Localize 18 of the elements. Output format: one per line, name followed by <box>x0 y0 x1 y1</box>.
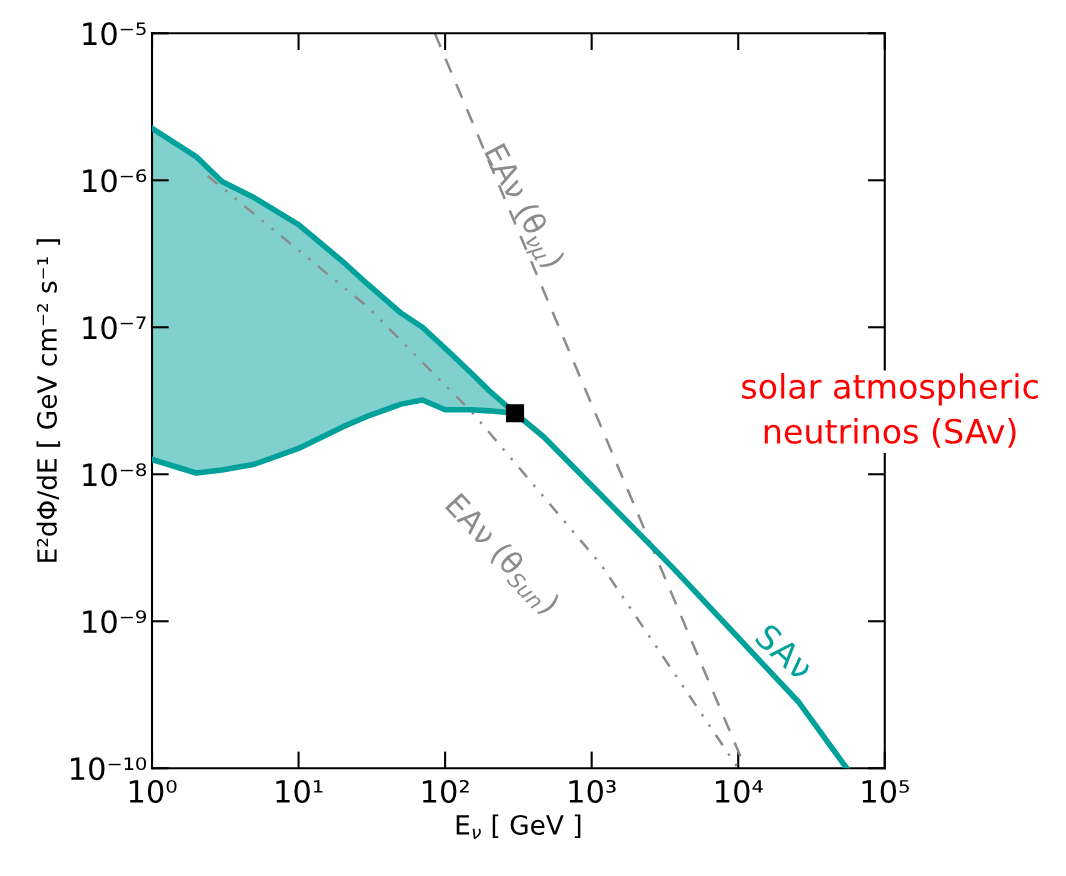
y-axis-title: E²dΦ/dE [ GeV cm⁻² s⁻¹ ] <box>36 239 61 562</box>
x-tick-label: 10² <box>422 779 469 804</box>
x-tick-label: 10⁰ <box>129 779 177 804</box>
y-tick-label: 10⁻⁹ <box>83 610 147 634</box>
y-tick-label: 10⁻⁷ <box>83 316 146 340</box>
text: EAν (θ$_{νμ}$) <box>476 142 567 274</box>
x-tick-label: 10³ <box>569 779 616 804</box>
x-tick-label: 10⁵ <box>862 779 909 804</box>
y-tick-label: 10⁻⁵ <box>83 22 146 46</box>
y-tick-label: 10⁻⁶ <box>83 169 147 193</box>
y-tick-label: 10⁻⁸ <box>83 463 147 487</box>
x-tick-label: 10⁴ <box>716 779 763 804</box>
annotation: solar atmospheric neutrinos (SAv) <box>742 373 1038 448</box>
x-tick-label: 10¹ <box>276 779 323 804</box>
x-axis-title: E$_{ν}$ [ GeV ] <box>456 814 581 839</box>
text: SAν <box>754 622 816 682</box>
text: EAν (θ$_{Sun}$) <box>441 492 562 619</box>
y-tick-label: 10⁻¹⁰ <box>71 757 147 781</box>
